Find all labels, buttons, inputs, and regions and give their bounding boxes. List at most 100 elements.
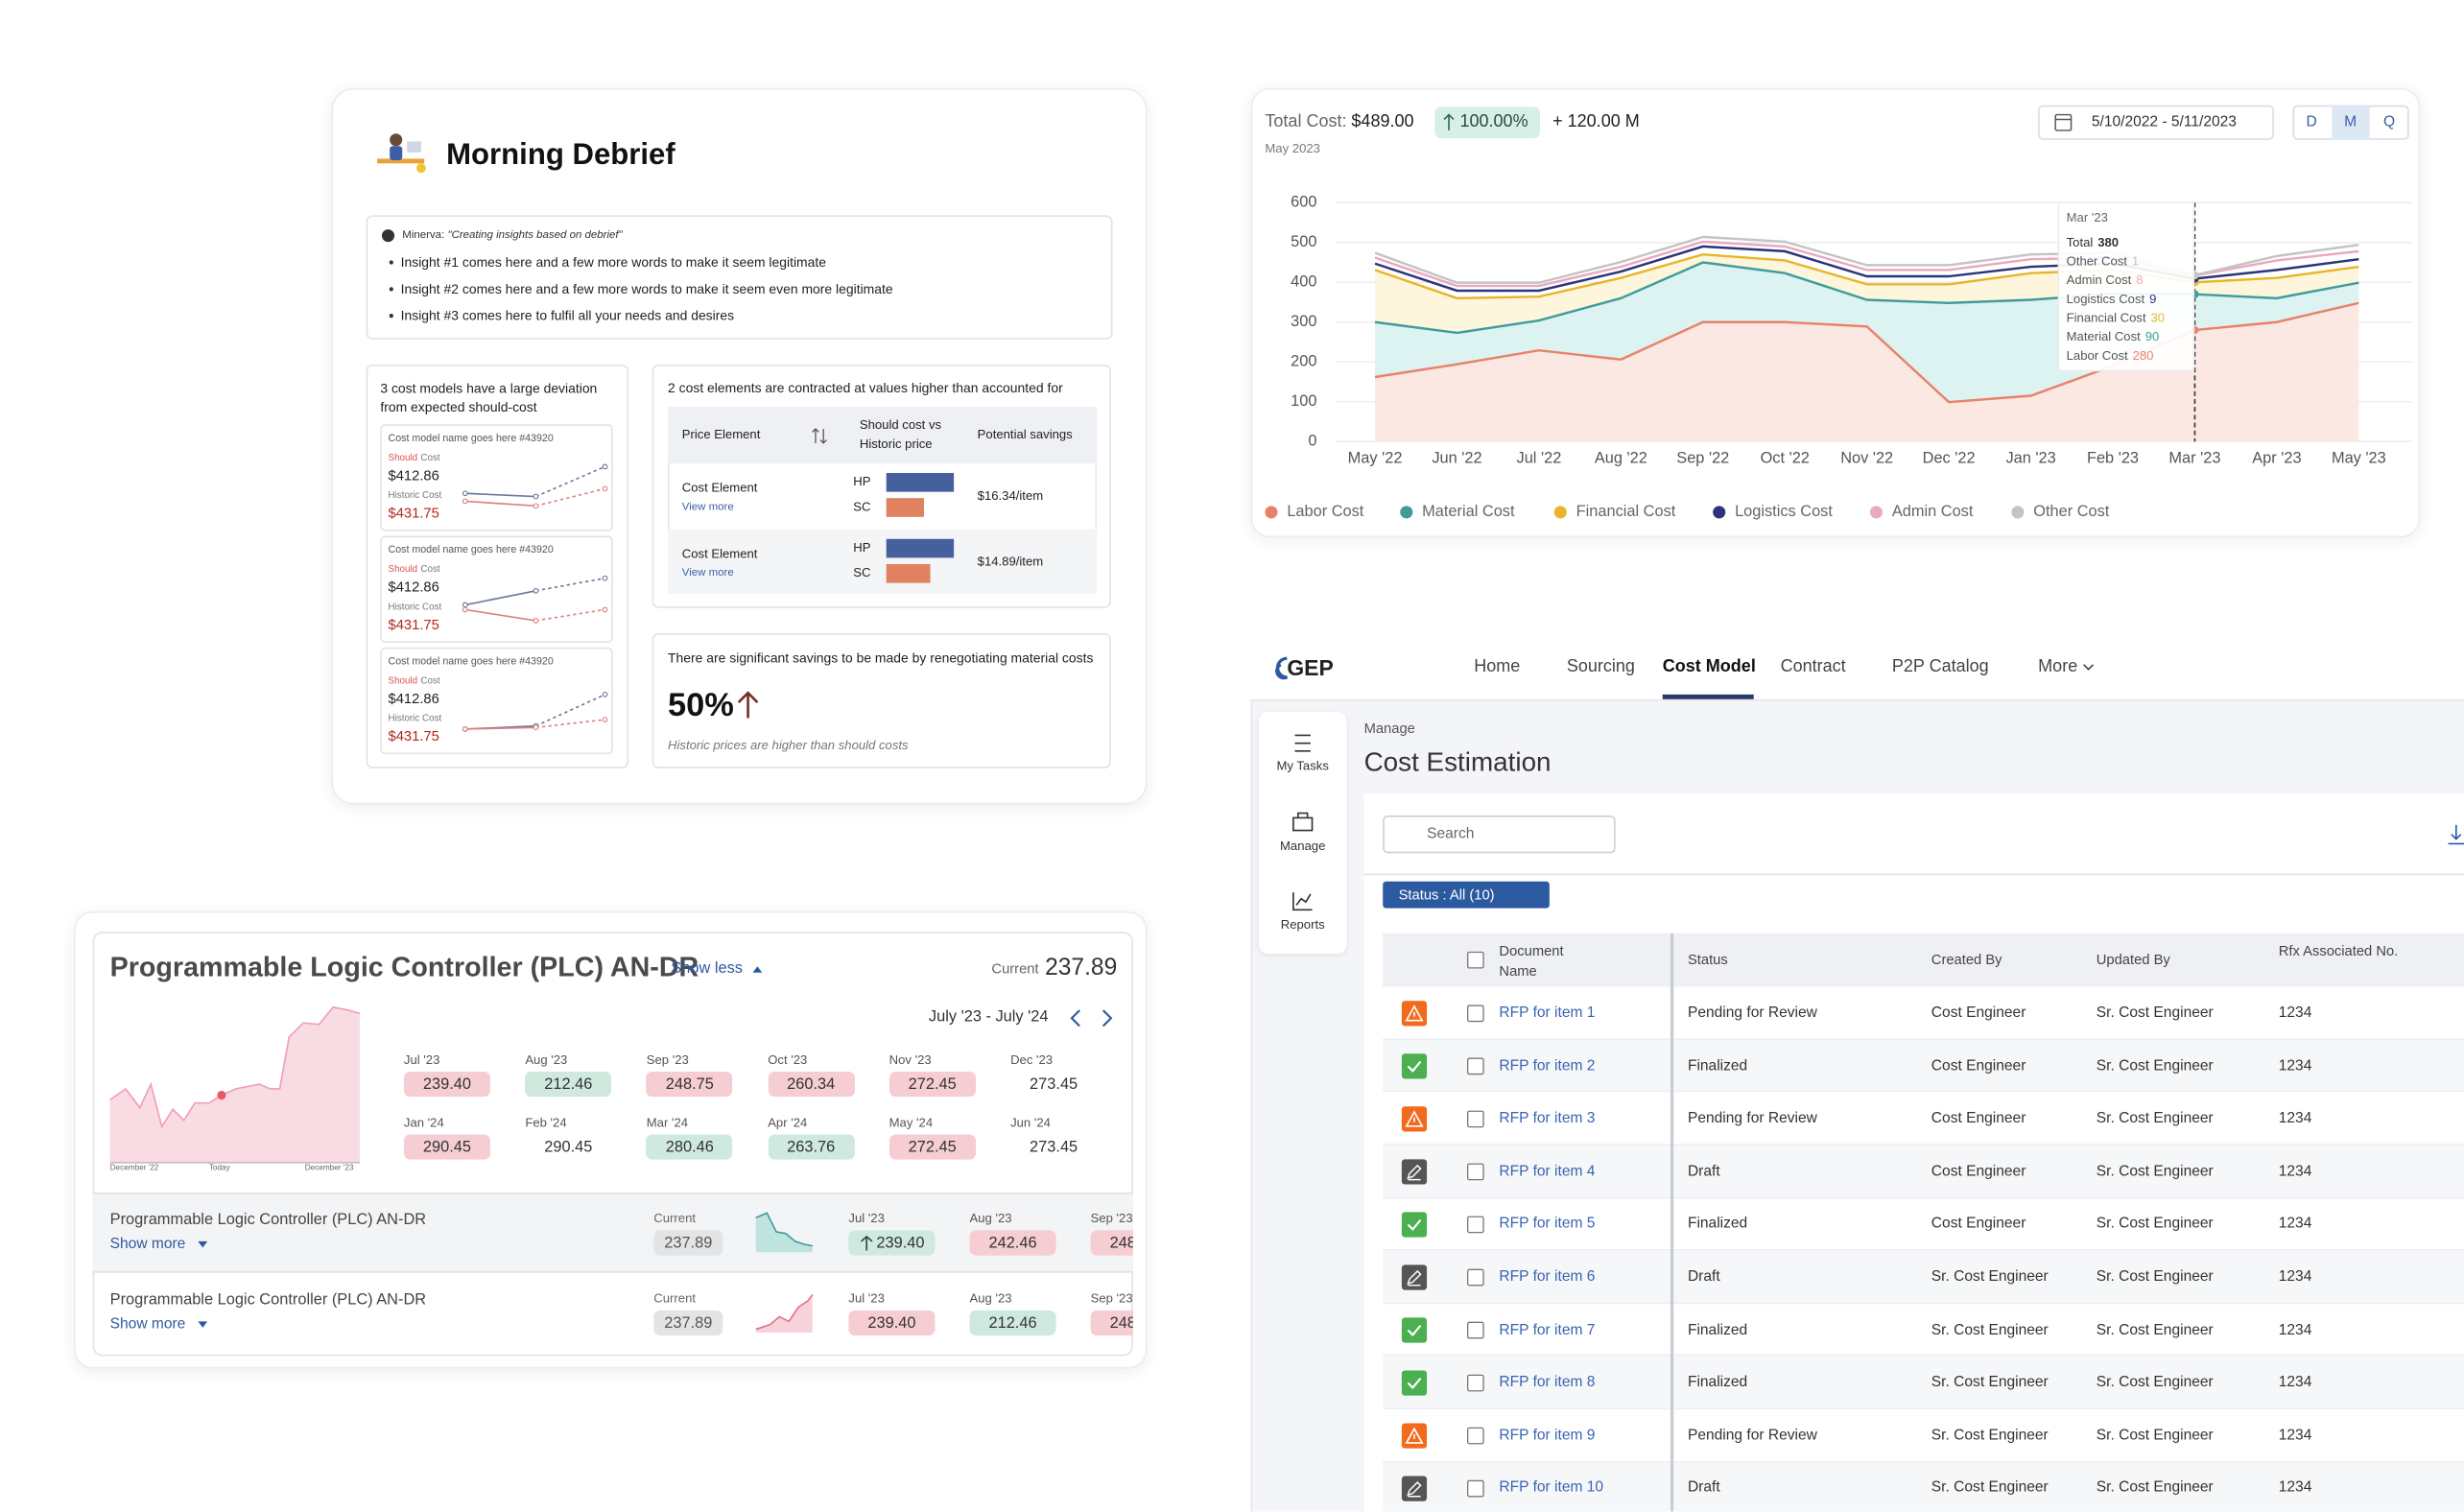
minerva-quote: "Creating insights based on debrief": [447, 229, 623, 242]
status-cell: Pending for Review: [1687, 1427, 1817, 1445]
status-icon: [1401, 1317, 1428, 1343]
download-icon: [2448, 824, 2464, 845]
month-label: Apr '24: [768, 1115, 808, 1130]
pill-value: 212.46: [544, 1075, 593, 1094]
document-link[interactable]: RFP for item 1: [1499, 1004, 1596, 1022]
should-label: Should Cost: [389, 454, 440, 463]
x-tick-label: Dec '22: [1923, 450, 1976, 467]
savings-note: Historic prices are higher than should c…: [668, 738, 909, 753]
current-pill: 237.89: [653, 1310, 723, 1336]
table-row: [1383, 1092, 2464, 1146]
caret-up: [752, 966, 763, 973]
updated-cell: Sr. Cost Engineer: [2096, 1004, 2214, 1022]
tooltip-total-label: Total: [2067, 235, 2094, 249]
table-row: [1383, 1197, 2464, 1251]
nav-item[interactable]: Home: [1474, 657, 1521, 677]
x-tick-label: Jun '22: [1432, 450, 1481, 467]
plc-title: Programmable Logic Controller (PLC) AN-D…: [109, 951, 699, 983]
column-header: Should cost vs Historic price: [859, 417, 942, 452]
sidebar-item[interactable]: Reports: [1280, 917, 1325, 933]
show-more-link[interactable]: Show more: [109, 1315, 186, 1334]
column-header: Status: [1687, 951, 1728, 968]
trend-line: [535, 719, 605, 729]
trend-point: [462, 490, 468, 497]
column-header: Price Element: [681, 427, 761, 442]
nav-item[interactable]: Cost Model: [1662, 657, 1756, 677]
nav-item[interactable]: P2P Catalog: [1891, 657, 1989, 677]
search-placeholder[interactable]: Search: [1427, 825, 1475, 843]
sidebar-item[interactable]: Manage: [1280, 838, 1326, 853]
pill-value: 239.40: [422, 1075, 471, 1094]
sparkline: [109, 1005, 361, 1129]
granularity-button[interactable]: D: [2306, 113, 2317, 131]
checkbox: [1467, 1268, 1484, 1287]
element-name: Cost Element: [681, 481, 758, 495]
x-tick-label: Nov '22: [1840, 450, 1893, 467]
document-link[interactable]: RFP for item 8: [1499, 1374, 1596, 1392]
show-more-link[interactable]: Show more: [109, 1235, 186, 1253]
current-label: Current: [653, 1291, 697, 1306]
rfx-cell: 1234: [2278, 1109, 2312, 1127]
nav-item[interactable]: Contract: [1780, 657, 1846, 677]
legend-marker: [1400, 506, 1413, 519]
document-link[interactable]: RFP for item 3: [1499, 1109, 1596, 1127]
pill-value: 290.45: [422, 1138, 471, 1156]
trend-point: [533, 724, 539, 731]
tooltip-total-value: 380: [2097, 235, 2119, 249]
row-clip: Programmable Logic Controller (PLC) AN-D…: [93, 1193, 1133, 1353]
pill-value: 290.45: [544, 1138, 593, 1156]
table-row: [1383, 1357, 2464, 1410]
avatar-desk: [377, 158, 425, 164]
date-range[interactable]: 5/10/2022 - 5/11/2023: [2091, 113, 2237, 131]
row-sparkline: [755, 1212, 813, 1247]
trend-point: [533, 618, 539, 624]
next-button: [1102, 1009, 1113, 1028]
sidebar-item[interactable]: My Tasks: [1276, 759, 1329, 773]
view-more-link[interactable]: View more: [681, 502, 734, 513]
trend-line: [535, 487, 605, 508]
avatar-screen: [407, 141, 421, 153]
updated-cell: Sr. Cost Engineer: [2096, 1374, 2214, 1392]
bullet: [389, 260, 393, 265]
savings-title: There are significant savings to be made…: [668, 650, 1094, 666]
document-link[interactable]: RFP for item 7: [1499, 1321, 1596, 1339]
deviation-title: 3 cost models have a large deviation fro…: [380, 380, 598, 415]
tooltip-item-value: 30: [2151, 311, 2166, 325]
nav-item[interactable]: More: [2038, 657, 2078, 677]
document-link[interactable]: RFP for item 4: [1499, 1163, 1596, 1181]
row-name: Programmable Logic Controller (PLC) AN-D…: [109, 1211, 427, 1229]
sparkline-axis-label: December '23: [304, 1163, 354, 1173]
top-nav: [1250, 634, 2464, 701]
status-glyph: [1407, 1060, 1422, 1073]
tooltip-item-name: Other Cost: [2067, 254, 2128, 269]
tooltip-title: Mar '23: [2067, 210, 2108, 224]
trend-point: [462, 606, 468, 613]
filter-label[interactable]: Status : All (10): [1398, 886, 1495, 903]
document-link[interactable]: RFP for item 2: [1499, 1056, 1596, 1075]
document-link[interactable]: RFP for item 6: [1499, 1268, 1596, 1287]
view-more-link[interactable]: View more: [681, 568, 734, 579]
pill-value: 260.34: [787, 1075, 836, 1094]
should-word: Should: [388, 565, 418, 576]
document-link[interactable]: RFP for item 5: [1499, 1216, 1596, 1234]
pill-value: 239.40: [876, 1234, 925, 1252]
rfx-cell: 1234: [2278, 1163, 2312, 1181]
change-pill: [1434, 106, 1540, 139]
column-header: Document Name: [1499, 942, 1564, 980]
hp-label: HP: [853, 474, 871, 489]
tooltip-item: Admin Cost 8: [2067, 273, 2144, 288]
current-label: Current: [991, 960, 1039, 977]
y-tick-label: 100: [1291, 392, 1316, 410]
nav-item[interactable]: Sourcing: [1566, 657, 1635, 677]
document-link[interactable]: RFP for item 10: [1499, 1479, 1604, 1498]
pill-value: 248.75: [665, 1075, 714, 1094]
status-icon: [1401, 1212, 1428, 1238]
granularity-button[interactable]: Q: [2382, 113, 2396, 131]
document-link[interactable]: RFP for item 9: [1499, 1427, 1596, 1445]
model-name: Cost model name goes here #43920: [388, 656, 554, 668]
caret-down: [198, 1321, 208, 1328]
toggle-link[interactable]: Show less: [671, 959, 743, 978]
status-glyph: [1407, 1324, 1422, 1337]
x-tick-label: Sep '22: [1676, 450, 1729, 467]
granularity-button[interactable]: M: [2344, 113, 2357, 131]
